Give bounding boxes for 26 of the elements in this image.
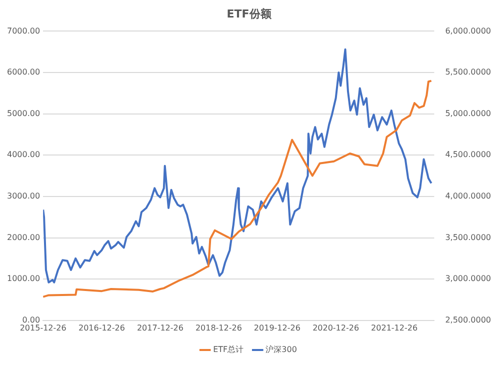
y2-tick-label: 4,500.0000: [445, 150, 492, 160]
y2-tick-label: 3,500.0000: [445, 232, 492, 242]
legend-label: ETF总计: [213, 345, 244, 354]
y2-tick-label: 3,000.0000: [445, 274, 492, 284]
y-tick-label: 5000.00: [6, 108, 40, 118]
legend-label: 沪深300: [266, 345, 297, 354]
y2-tick-label: 6,000.0000: [445, 26, 492, 36]
y-tick-label: 1000.00: [6, 274, 40, 284]
y-tick-label: 0.00: [22, 315, 40, 324]
x-tick-label: 2021-12-26: [371, 323, 418, 332]
x-tick-label: 2018-12-26: [195, 323, 242, 332]
x-tick-label: 2016-12-26: [78, 323, 125, 332]
y-tick-label: 3000.00: [6, 192, 40, 201]
y2-tick-label: 5,500.0000: [445, 68, 492, 77]
y-tick-label: 4000.00: [6, 150, 40, 160]
y2-tick-label: 4,000.0000: [445, 192, 492, 201]
chart-title: ETF份额: [226, 7, 272, 20]
y-tick-label: 7000.00: [6, 26, 40, 36]
y2-tick-label: 2,500.0000: [445, 315, 492, 324]
x-tick-label: 2020-12-26: [312, 323, 360, 332]
y-tick-label: 2000.00: [6, 232, 40, 242]
y2-tick-label: 5,000.0000: [445, 108, 492, 118]
y-tick-label: 6000.00: [6, 68, 40, 77]
x-tick-label: 2019-12-26: [254, 323, 300, 332]
x-tick-label: 2015-12-26: [20, 323, 66, 332]
x-tick-label: 2017-12-26: [136, 323, 184, 332]
